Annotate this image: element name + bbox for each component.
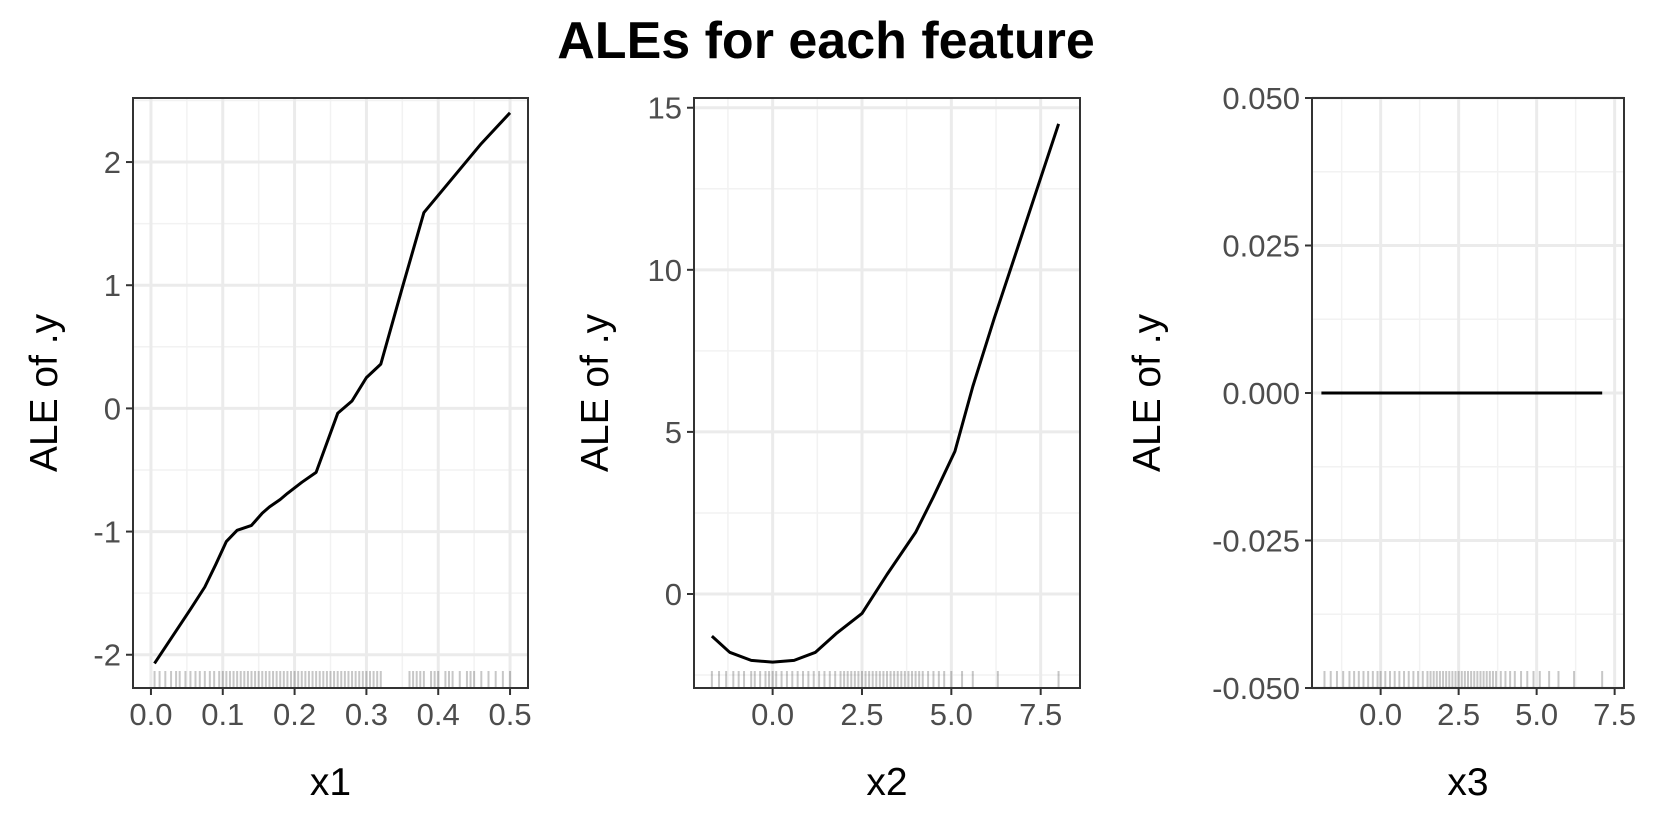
x-tick-label: 0.2 — [273, 697, 316, 732]
x-axis-title: x2 — [866, 761, 907, 804]
y-tick-label: 2 — [104, 145, 121, 180]
y-tick-label: -0.050 — [1212, 671, 1300, 706]
y-tick-label: 0 — [104, 391, 121, 426]
y-tick-label: 5 — [665, 415, 682, 450]
ale-line — [710, 123, 1061, 664]
panel-2: 0.0 2.5 5.0 7.5 0 5 10 15 x2 ALE of .y — [574, 91, 1081, 804]
rug — [153, 671, 512, 687]
ale-line — [153, 111, 512, 665]
x-tick-label: 0.0 — [129, 697, 172, 732]
y-tick-label: 0.000 — [1222, 376, 1300, 411]
plot-background — [694, 98, 1080, 688]
x-tick-label: 0.1 — [201, 697, 244, 732]
x-tick-label: 0.3 — [345, 697, 388, 732]
x-tick-label: 0.0 — [1359, 697, 1402, 732]
panel-3: 0.0 2.5 5.0 7.5 -0.050 -0.025 0.000 0.025 0.050 x… — [1126, 81, 1636, 804]
y-tick-label: -1 — [93, 515, 121, 550]
panel-1: 0.0 0.1 0.2 0.3 0.4 0.5 -2 -1 0 1 2 x1 ALE of .y — [23, 97, 532, 804]
x-axis-title: x1 — [310, 761, 351, 804]
x-tick-label: 7.5 — [1593, 697, 1636, 732]
x-tick-label: 5.0 — [930, 697, 973, 732]
y-axis-title: ALE of .y — [23, 313, 66, 472]
x-tick-label: 0.5 — [488, 697, 531, 732]
x-tick-label: 2.5 — [1437, 697, 1480, 732]
x-axis-title: x3 — [1447, 761, 1488, 804]
y-tick-label: -2 — [93, 638, 121, 673]
figure-title: ALEs for each feature — [557, 12, 1095, 70]
y-tick-label: 0.025 — [1222, 229, 1300, 264]
y-tick-label: 10 — [648, 253, 682, 288]
y-tick-label: 0.050 — [1222, 81, 1300, 116]
rug — [1323, 671, 1604, 687]
panel-border — [132, 97, 529, 689]
x-tick-label: 2.5 — [840, 697, 883, 732]
y-tick-label: 0 — [665, 577, 682, 612]
x-tick-label: 7.5 — [1019, 697, 1062, 732]
y-tick-label: 15 — [648, 91, 682, 126]
x-tick-label: 5.0 — [1515, 697, 1558, 732]
panel-border — [693, 97, 1081, 689]
y-axis-title: ALE of .y — [1126, 313, 1169, 472]
x-tick-label: 0.0 — [751, 697, 794, 732]
x-tick-label: 0.4 — [417, 697, 460, 732]
rug — [710, 671, 1060, 687]
y-tick-label: -0.025 — [1212, 524, 1300, 559]
y-tick-label: 1 — [104, 268, 121, 303]
y-axis-title: ALE of .y — [574, 313, 617, 472]
